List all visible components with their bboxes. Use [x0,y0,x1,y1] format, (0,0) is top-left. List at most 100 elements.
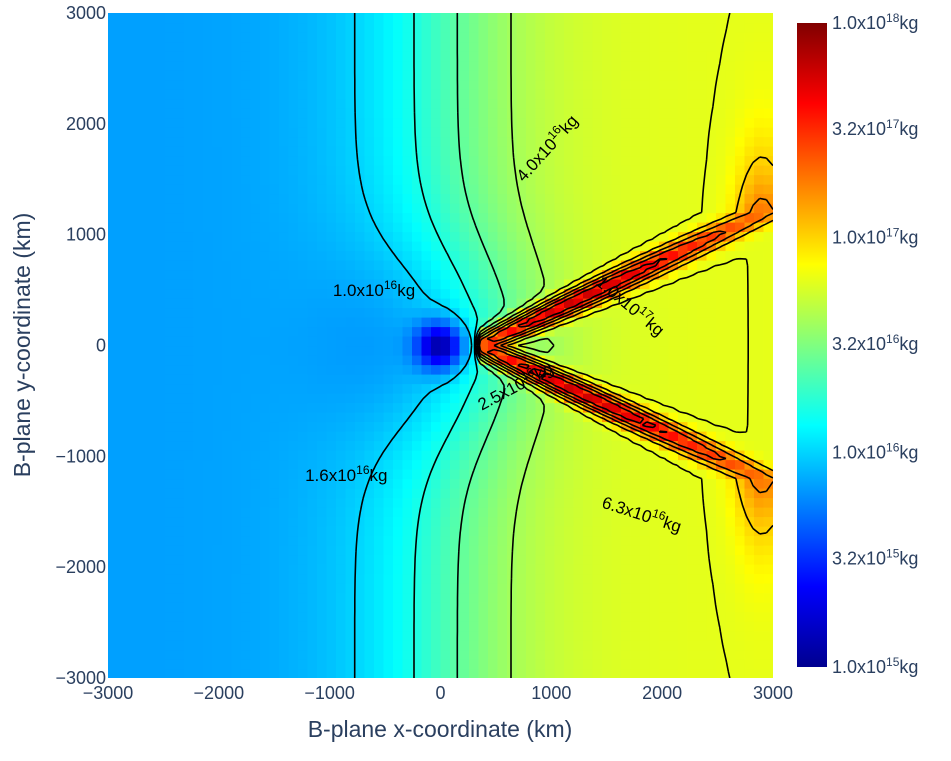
heatmap-cell [545,564,556,575]
heatmap-cell [507,497,518,508]
heatmap-cell [279,89,290,100]
heatmap-cell [184,98,195,109]
heatmap-cell [450,279,461,290]
heatmap-cell [317,526,328,537]
heatmap-cell [345,497,356,508]
heatmap-cell [231,450,242,461]
heatmap-cell [668,383,679,394]
heatmap-cell [260,621,271,632]
heatmap-cell [307,573,318,584]
heatmap-cell [222,402,233,413]
heatmap-cell [231,203,242,214]
heatmap-cell [592,98,603,109]
heatmap-cell [117,355,128,366]
heatmap-cell [155,640,166,651]
heatmap-cell [117,383,128,394]
heatmap-cell [364,146,375,157]
heatmap-cell [564,526,575,537]
heatmap-cell [716,383,727,394]
heatmap-cell [421,155,432,166]
heatmap-cell [478,621,489,632]
heatmap-cell [374,136,385,147]
heatmap-cell [117,203,128,214]
heatmap-cell [697,355,708,366]
heatmap-cell [687,307,698,318]
heatmap-cell [649,649,660,660]
heatmap-cell [184,412,195,423]
heatmap-cell [212,431,223,442]
heatmap-cell [412,602,423,613]
heatmap-cell [307,98,318,109]
heatmap-cell [716,440,727,451]
heatmap-cell [127,222,138,233]
heatmap-cell [592,459,603,470]
heatmap-cell [345,611,356,622]
heatmap-cell [535,231,546,242]
heatmap-cell [146,488,157,499]
heatmap-cell [364,640,375,651]
heatmap-cell [602,469,613,480]
heatmap-cell [269,402,280,413]
heatmap-cell [307,364,318,375]
heatmap-cell [697,279,708,290]
heatmap-cell [108,374,119,385]
heatmap-cell [450,421,461,432]
heatmap-cell [640,592,651,603]
heatmap-cell [554,241,565,252]
heatmap-cell [744,222,755,233]
heatmap-cell [583,174,594,185]
heatmap-cell [336,516,347,527]
heatmap-cell [374,174,385,185]
heatmap-cell [326,203,337,214]
heatmap-cell [450,269,461,280]
heatmap-cell [706,79,717,90]
heatmap-cell [374,203,385,214]
heatmap-cell [383,345,394,356]
heatmap-cell [535,459,546,470]
heatmap-cell [402,317,413,328]
heatmap-cell [421,564,432,575]
heatmap-cell [336,545,347,556]
heatmap-cell [725,250,736,261]
heatmap-cell [450,497,461,508]
heatmap-cell [564,383,575,394]
heatmap-cell [345,412,356,423]
heatmap-cell [621,22,632,33]
heatmap-cell [573,117,584,128]
heatmap-cell [279,383,290,394]
heatmap-cell [687,32,698,43]
heatmap-cell [754,440,765,451]
heatmap-cell [621,136,632,147]
heatmap-cell [326,317,337,328]
heatmap-cell [402,250,413,261]
heatmap-cell [744,60,755,71]
contour-line [456,13,505,678]
heatmap-cell [621,317,632,328]
heatmap-cell [763,336,773,347]
heatmap-cell [535,412,546,423]
heatmap-cell [374,630,385,641]
heatmap-cell [412,212,423,223]
heatmap-cell [545,260,556,271]
heatmap-cell [431,431,442,442]
heatmap-cell [478,165,489,176]
heatmap-cell [364,393,375,404]
heatmap-cell [478,573,489,584]
heatmap-cell [231,459,242,470]
heatmap-cell [649,260,660,271]
heatmap-cell [678,22,689,33]
heatmap-cell [640,117,651,128]
heatmap-cell [393,184,404,195]
heatmap-cell [735,279,746,290]
heatmap-cell [317,127,328,138]
heatmap-cell [269,630,280,641]
heatmap-cell [193,488,204,499]
heatmap-cell [212,345,223,356]
heatmap-cell [117,431,128,442]
heatmap-cell [355,41,366,52]
heatmap-cell [317,32,328,43]
heatmap-cell [402,193,413,204]
heatmap-cell [364,402,375,413]
heatmap-cell [412,478,423,489]
heatmap-cell [250,573,261,584]
